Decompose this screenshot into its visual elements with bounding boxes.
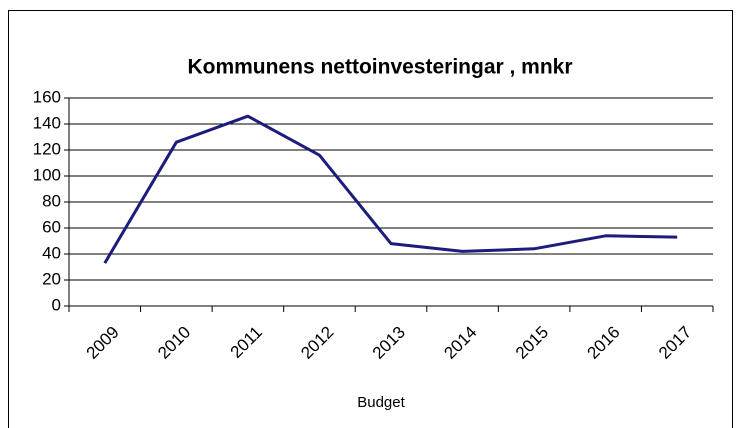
chart-title: Kommunens nettoinvesteringar , mnkr [187, 56, 572, 79]
y-tick-label: 80 [42, 191, 61, 210]
y-tick-label: 140 [33, 113, 61, 132]
y-tick-label: 40 [42, 243, 61, 262]
y-tick-label: 120 [33, 139, 61, 158]
x-axis-label: Budget [357, 394, 405, 411]
y-tick-label: 20 [42, 269, 61, 288]
y-tick-label: 160 [33, 87, 61, 106]
data-line [103, 114, 678, 264]
y-tick-label: 60 [42, 217, 61, 236]
y-tick-label: 100 [33, 165, 61, 184]
y-tick-label: 0 [52, 295, 61, 314]
